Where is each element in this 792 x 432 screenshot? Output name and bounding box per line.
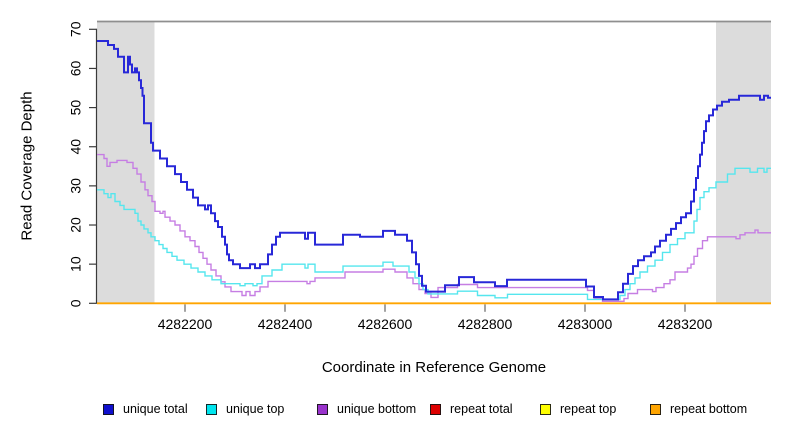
x-tick-label: 4282200 [158,316,213,332]
y-tick-label: 10 [68,256,84,272]
legend-swatch-icon [540,403,551,415]
legend-item-repeat-total: repeat total [430,399,513,419]
y-tick-label: 20 [68,217,84,233]
legend-label: unique top [226,402,285,416]
legend-label: unique bottom [337,402,417,416]
legend-swatch-icon [650,403,661,415]
legend-swatch-icon [430,403,441,415]
x-tick-label: 4282600 [358,316,413,332]
x-tick-label: 4282800 [458,316,513,332]
x-axis-title: Coordinate in Reference Genome [321,359,547,376]
repeat-region-band [97,21,155,304]
y-tick-label: 30 [68,178,84,194]
legend-label: unique total [123,402,188,416]
legend-swatch-icon [103,403,114,415]
x-tick-label: 4283200 [658,316,713,332]
y-tick-label: 40 [68,139,84,155]
legend-item-unique-total: unique total [103,399,188,419]
legend-label: repeat bottom [670,402,748,416]
y-axis-title: Read Coverage Depth [18,91,36,241]
legend-item-repeat-bottom: repeat bottom [650,399,747,419]
legend-item-repeat-top: repeat top [540,399,616,419]
series-unique-top [97,167,771,301]
legend-label: repeat total [450,402,513,416]
y-tick-label: 50 [68,100,84,116]
legend-swatch-icon [317,403,328,415]
x-tick-label: 4283000 [558,316,613,332]
y-tick-label: 0 [68,299,84,307]
legend: unique total unique top unique bottom repea… [0,399,792,423]
repeat-region-band [716,21,771,304]
legend-item-unique-top: unique top [206,399,284,419]
legend-swatch-icon [206,403,217,415]
y-tick-label: 60 [68,60,84,76]
x-tick-label: 4282400 [258,316,313,332]
y-tick-label: 70 [68,21,84,37]
legend-item-unique-bottom: unique bottom [317,399,416,419]
series-unique-bottom [97,153,771,302]
legend-label: repeat top [560,402,617,416]
series-unique-total [97,40,771,301]
